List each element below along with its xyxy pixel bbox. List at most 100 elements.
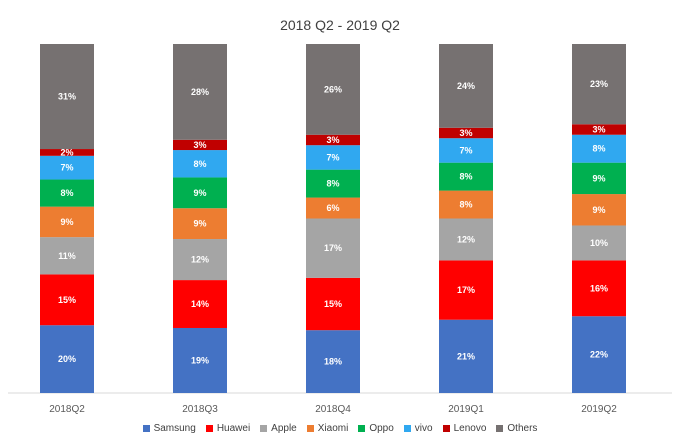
data-label-2019Q2-apple: 10%	[590, 238, 608, 248]
data-label-2018Q2-samsung: 20%	[58, 354, 76, 364]
bar-2018Q2-huawei	[40, 274, 94, 326]
data-label-2018Q4-vivo: 7%	[326, 152, 339, 162]
bar-2018Q2-samsung	[40, 325, 94, 393]
bar-2019Q1-huawei	[439, 260, 493, 320]
legend-swatch-samsung	[142, 425, 150, 432]
legend-item-lenovo: Lenovo	[442, 423, 487, 434]
data-label-2018Q2-huawei: 15%	[58, 295, 76, 305]
legend-swatch-others	[496, 425, 504, 432]
bar-2018Q4-oppo	[306, 169, 360, 198]
bar-2019Q2-apple	[572, 225, 626, 261]
legend-item-vivo: vivo	[403, 423, 433, 434]
bar-2018Q3-xiaomi	[173, 208, 227, 240]
bar-2018Q4-vivo	[306, 145, 360, 170]
legend-label-samsung: Samsung	[153, 423, 196, 434]
bar-2019Q1-apple	[439, 218, 493, 261]
bar-2018Q4-others	[306, 44, 360, 135]
data-label-2019Q1-samsung: 21%	[457, 351, 475, 361]
chart-title: 2018 Q2 - 2019 Q2	[280, 17, 400, 33]
data-label-2018Q3-samsung: 19%	[191, 355, 209, 365]
data-label-2018Q3-vivo: 8%	[193, 159, 206, 169]
x-tick-label-2018Q2: 2018Q2	[49, 404, 85, 415]
bar-2019Q2-oppo	[572, 162, 626, 195]
legend-item-samsung: Samsung	[142, 423, 196, 434]
x-tick-labels: 2018Q2 2018Q3 2018Q4 2019Q1 2019Q2	[49, 404, 617, 415]
bar-2018Q3-samsung	[173, 327, 227, 393]
data-label-2019Q2-samsung: 22%	[590, 350, 608, 360]
bar-2018Q3-huawei	[173, 280, 227, 328]
bar-2018Q2-vivo	[40, 155, 94, 180]
legend: Samsung Huawei Apple Xiaomi Oppo vivo Lenovo Ot…	[0, 423, 680, 434]
legend-label-lenovo: Lenovo	[453, 423, 487, 434]
data-label-2019Q1-oppo: 8%	[459, 172, 472, 182]
x-tick-label-2018Q4: 2018Q4	[315, 404, 351, 415]
bar-2018Q3-apple	[173, 239, 227, 281]
legend-label-apple: Apple	[271, 423, 297, 434]
data-label-2019Q1-apple: 12%	[457, 234, 475, 244]
bar-2018Q2-lenovo	[40, 149, 94, 156]
bar-2018Q2-xiaomi	[40, 206, 94, 238]
data-label-2018Q2-xiaomi: 9%	[60, 217, 73, 227]
bar-2018Q4-apple	[306, 218, 360, 278]
data-label-2018Q3-xiaomi: 9%	[193, 219, 206, 229]
bar-2018Q4-xiaomi	[306, 197, 360, 219]
bar-2019Q2-xiaomi	[572, 194, 626, 226]
legend-item-apple: Apple	[260, 423, 297, 434]
bar-2018Q4-lenovo	[306, 134, 360, 146]
data-label-2019Q2-others: 23%	[590, 79, 608, 89]
bar-2018Q2-oppo	[40, 179, 94, 207]
x-tick-label-2019Q2: 2019Q2	[581, 404, 617, 415]
bar-2018Q3-vivo	[173, 150, 227, 178]
data-label-2019Q2-huawei: 16%	[590, 283, 608, 293]
bar-2018Q2-others	[40, 44, 94, 150]
data-label-2018Q4-oppo: 8%	[326, 179, 339, 189]
data-label-2018Q2-lenovo: 2%	[60, 147, 73, 157]
data-label-2019Q1-huawei: 17%	[457, 285, 475, 295]
legend-swatch-oppo	[358, 425, 366, 432]
data-label-2019Q1-lenovo: 3%	[459, 128, 472, 138]
legend-label-others: Others	[507, 423, 538, 434]
data-label-2019Q1-vivo: 7%	[459, 145, 472, 155]
bar-2019Q1-oppo	[439, 162, 493, 191]
bar-2019Q2-huawei	[572, 260, 626, 317]
bar-2018Q3-lenovo	[173, 139, 227, 151]
bars-layer	[40, 44, 626, 393]
bar-2019Q2-lenovo	[572, 124, 626, 135]
bar-2019Q1-xiaomi	[439, 190, 493, 219]
bar-2018Q3-others	[173, 44, 227, 140]
bar-2019Q2-others	[572, 44, 626, 125]
legend-swatch-vivo	[403, 425, 411, 432]
bar-2019Q1-samsung	[439, 319, 493, 393]
data-label-2018Q4-samsung: 18%	[324, 357, 342, 367]
data-label-2018Q2-others: 31%	[58, 92, 76, 102]
bar-2018Q3-oppo	[173, 177, 227, 209]
data-label-2018Q3-apple: 12%	[191, 255, 209, 265]
bar-2019Q1-vivo	[439, 138, 493, 163]
legend-item-huawei: Huawei	[205, 423, 250, 434]
legend-swatch-apple	[260, 425, 268, 432]
data-label-2019Q2-lenovo: 3%	[592, 125, 605, 135]
data-label-2018Q3-huawei: 14%	[191, 299, 209, 309]
bar-2018Q4-samsung	[306, 330, 360, 393]
data-label-2018Q2-apple: 11%	[58, 251, 76, 261]
bar-2019Q2-samsung	[572, 316, 626, 393]
data-label-2018Q4-huawei: 15%	[324, 299, 342, 309]
legend-item-xiaomi: Xiaomi	[306, 423, 348, 434]
bar-2018Q2-apple	[40, 237, 94, 275]
data-label-2018Q3-oppo: 9%	[193, 188, 206, 198]
data-label-2018Q4-lenovo: 3%	[326, 135, 339, 145]
labels-layer: 20% 15% 11% 9% 8% 7% 2% 31% 19% 14% 12% 9% 9% 8% 3% 28%…	[58, 79, 608, 366]
legend-swatch-lenovo	[442, 425, 450, 432]
legend-swatch-huawei	[205, 425, 213, 432]
bar-2019Q2-vivo	[572, 134, 626, 163]
data-label-2019Q2-oppo: 9%	[592, 173, 605, 183]
legend-swatch-xiaomi	[306, 425, 314, 432]
data-label-2018Q4-others: 26%	[324, 84, 342, 94]
data-label-2018Q2-vivo: 7%	[60, 163, 73, 173]
legend-label-vivo: vivo	[414, 423, 433, 434]
data-label-2019Q2-vivo: 8%	[592, 144, 605, 154]
data-label-2018Q4-apple: 17%	[324, 243, 342, 253]
legend-label-oppo: Oppo	[369, 423, 394, 434]
legend-item-oppo: Oppo	[358, 423, 394, 434]
